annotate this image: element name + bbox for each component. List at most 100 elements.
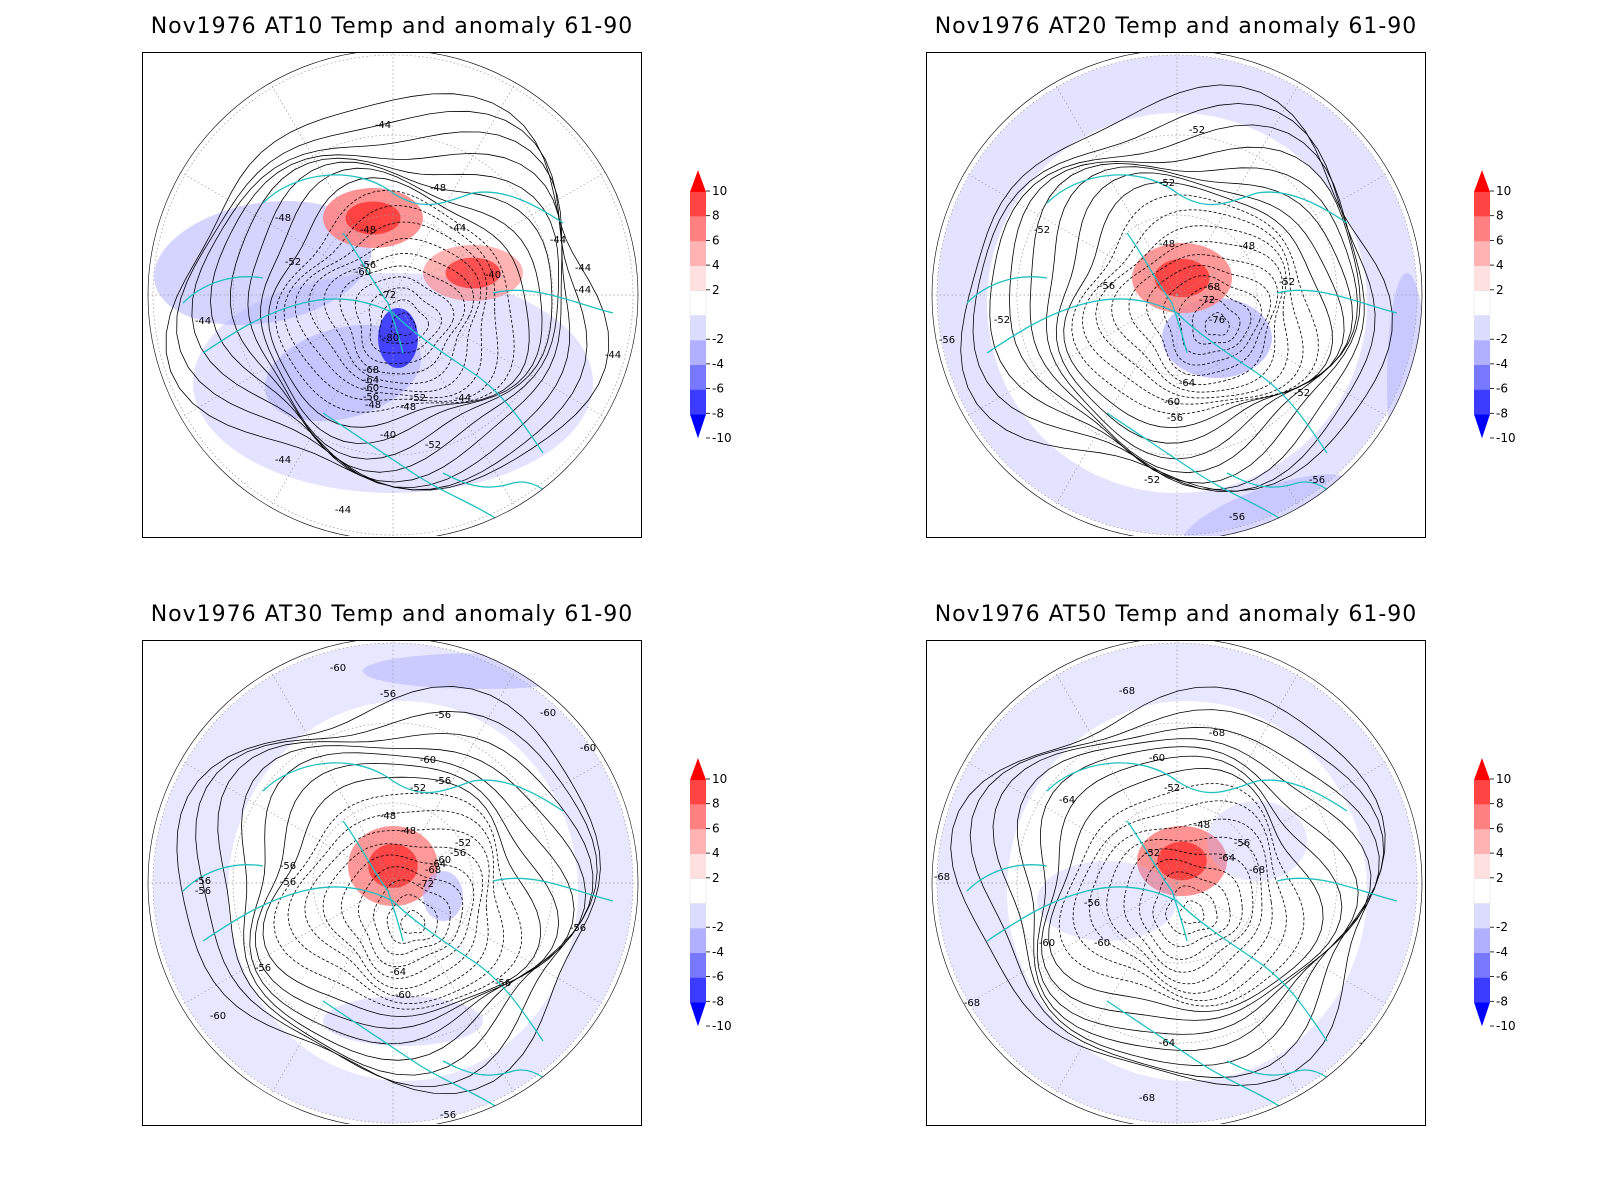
coastline bbox=[1176, 312, 1328, 454]
contour-labels: -52 -52 -52 -48 -48 -56 -68 -72 -76 -52 -52 -56 -64 -… bbox=[939, 125, 1325, 523]
colorbar-tick-label: 10 bbox=[712, 772, 727, 786]
contour-line bbox=[1036, 746, 1359, 1035]
contour-label: -68 bbox=[425, 865, 441, 876]
coastline bbox=[966, 864, 1048, 892]
colorbar-tick-label: 10 bbox=[712, 184, 727, 198]
colorbar-segment bbox=[690, 977, 706, 1003]
contour-line bbox=[322, 843, 484, 990]
colorbar-max-arrow bbox=[690, 170, 706, 192]
coastline bbox=[342, 232, 404, 354]
colorbar-segment bbox=[690, 216, 706, 242]
panel-title: Nov1976 AT30 Temp and anomaly 61-90 bbox=[150, 602, 634, 627]
anomaly-colorbar: 10 8 6 4 2 -2 -4 -6 -8 -10 bbox=[689, 758, 732, 1033]
contour-line bbox=[1106, 836, 1263, 985]
panel-at30: Nov1976 AT30 Temp and anomaly 61-90 -60 -… bbox=[0, 588, 800, 1188]
contour-label: -52 bbox=[1164, 783, 1180, 794]
contour-label: -56 bbox=[495, 978, 511, 989]
contour-line bbox=[217, 732, 594, 1076]
colorbar-tick-label: 4 bbox=[1496, 258, 1504, 272]
colorbar-tick-label: -2 bbox=[712, 332, 724, 346]
colorbar-tick-label: -8 bbox=[712, 994, 724, 1008]
contour-line bbox=[267, 177, 530, 428]
warm-anomaly-core bbox=[345, 201, 401, 235]
map-disc: -60-56-56-60-60-60-52-56-48-48-52-56-60-… bbox=[148, 641, 638, 1124]
colorbar-tick-label: 8 bbox=[712, 797, 720, 811]
contour-label: -52 bbox=[425, 440, 441, 451]
polar-map-frame: -44 -44 -48 -48 -48 -52 -52 -48 -44 -44 -44 -44 -44-… bbox=[142, 52, 642, 538]
polar-map: -60-56-56-60-60-60-52-56-48-48-52-56-60-… bbox=[147, 641, 639, 1124]
contour-line bbox=[368, 287, 442, 354]
contour-label: -68 bbox=[934, 872, 950, 883]
colorbar-max-arrow bbox=[1474, 758, 1490, 780]
coastline bbox=[986, 298, 1178, 354]
colorbar-segment bbox=[1474, 192, 1490, 217]
anomaly-colorbar: 10 8 6 4 2 -2 -4 -6 -8 -10 bbox=[689, 170, 732, 445]
colorbar-segment bbox=[690, 780, 706, 805]
contour-label: -48 bbox=[1239, 241, 1255, 252]
contour-label: -56 bbox=[570, 923, 586, 934]
colorbar-tick-label: 2 bbox=[1496, 283, 1504, 297]
contour-label: -60 bbox=[330, 663, 346, 674]
contour-label: -44 bbox=[455, 393, 471, 404]
colorbar-tick-label: -8 bbox=[1496, 994, 1508, 1008]
meridian-line bbox=[270, 670, 394, 884]
colorbar-tick-label: 6 bbox=[1496, 821, 1504, 835]
contour-label: -56 bbox=[1167, 413, 1183, 424]
contour-label: -52 bbox=[1144, 848, 1160, 859]
colorbar-segment bbox=[1474, 928, 1490, 953]
contour-label: -60 bbox=[580, 743, 596, 754]
colorbar-min-arrow bbox=[690, 414, 706, 439]
colorbar-tick-label: 2 bbox=[1496, 871, 1504, 885]
coastline bbox=[322, 1000, 504, 1112]
contour-label: -64 bbox=[430, 859, 446, 870]
coastline bbox=[966, 276, 1048, 304]
contour-line bbox=[1128, 254, 1279, 386]
colorbar-segment bbox=[1474, 315, 1490, 341]
contour-label: -48 bbox=[400, 402, 416, 413]
colorbar-tick-label: 8 bbox=[1496, 797, 1504, 811]
colorbar-segment bbox=[1474, 216, 1490, 242]
meridian-line bbox=[964, 760, 1178, 884]
coastline bbox=[1126, 232, 1188, 354]
colorbar-segment bbox=[690, 241, 706, 267]
contour-line bbox=[255, 762, 560, 1029]
colorbar-segment bbox=[690, 266, 706, 291]
contour-label: -56 bbox=[435, 776, 451, 787]
contour-line bbox=[1055, 172, 1345, 444]
meridian-line bbox=[964, 172, 1178, 296]
contour-label: -64 bbox=[1179, 378, 1195, 389]
colorbar-tick-label: -6 bbox=[1496, 382, 1508, 396]
contour-line bbox=[386, 894, 438, 944]
contour-label: -60 bbox=[420, 755, 436, 766]
contour-line bbox=[1071, 194, 1319, 415]
contour-label: -68 bbox=[1204, 282, 1220, 293]
contour-label: -60 bbox=[1039, 938, 1055, 949]
coastline bbox=[202, 886, 394, 942]
contour-label: -64 bbox=[1159, 1038, 1175, 1049]
colorbar-tick-label: -6 bbox=[712, 382, 724, 396]
contour-label: -44 bbox=[450, 223, 466, 234]
contour-label: -52 bbox=[1279, 277, 1295, 288]
contour-label: -64 bbox=[1219, 853, 1235, 864]
colorbar-min-arrow bbox=[690, 1002, 706, 1027]
meridian-line bbox=[1054, 294, 1178, 508]
contour-label: -44 bbox=[375, 120, 391, 131]
colorbar-segment bbox=[1474, 266, 1490, 291]
contour-line bbox=[373, 879, 451, 956]
contour-line bbox=[304, 828, 490, 998]
contour-line bbox=[1178, 286, 1252, 355]
coastline bbox=[1126, 820, 1188, 942]
colorbar-min-arrow bbox=[1474, 414, 1490, 439]
contour-line bbox=[323, 252, 475, 384]
colorbar-tick-label: -4 bbox=[712, 945, 724, 959]
contour-label: -56 bbox=[195, 876, 211, 887]
contour-line bbox=[1016, 738, 1372, 1051]
contour-label: -68 bbox=[363, 365, 379, 376]
contour-line bbox=[1029, 162, 1358, 474]
colorbar-tick-label: -8 bbox=[712, 406, 724, 420]
contour-line bbox=[229, 157, 560, 473]
contour-label: -48 bbox=[1159, 239, 1175, 250]
temperature-contours bbox=[165, 93, 610, 491]
colorbar-segment bbox=[1474, 829, 1490, 855]
map-boundary bbox=[147, 641, 639, 1124]
